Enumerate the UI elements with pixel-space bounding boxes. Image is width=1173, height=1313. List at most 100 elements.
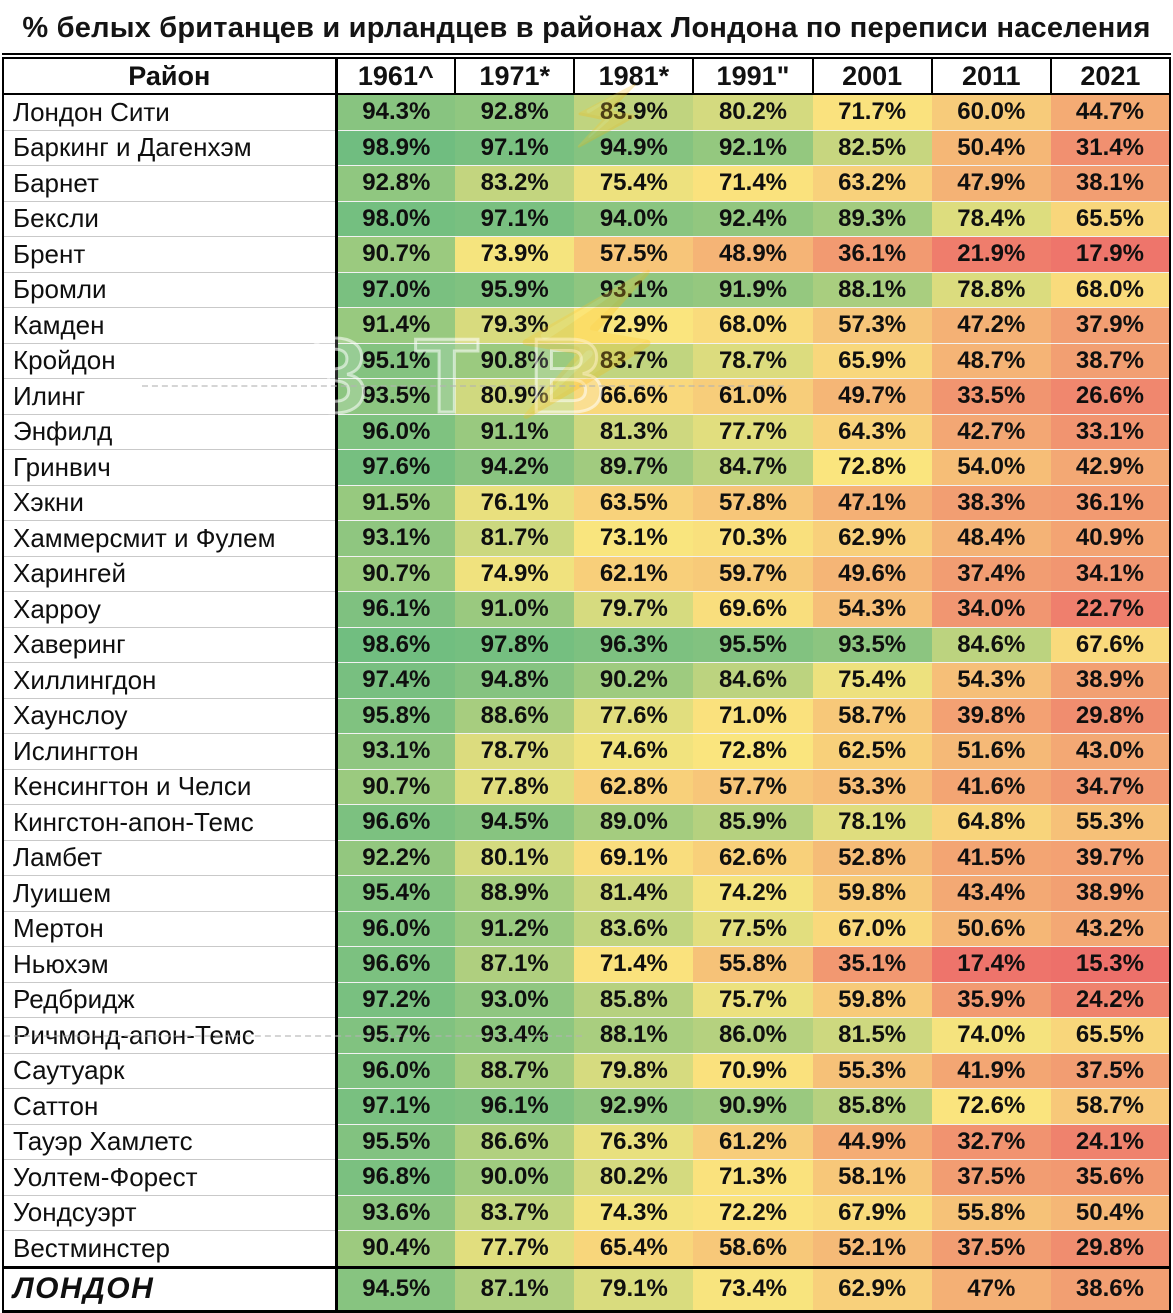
table-header: Район 1961^ 1971* 1981* 1991" 2001 2011 2021 — [2, 56, 1172, 95]
table-row: Энфилд 96.0% 91.1% 81.3% 77.7% 64.3% 42.7% 33.1… — [3, 414, 1170, 450]
table-body: Лондон Сити 94.3% 92.8% 83.9% 80.2% 71.7% 60.0… — [3, 94, 1170, 1268]
value-cell: 89.0% — [574, 804, 694, 841]
value-cell: 97.1% — [336, 1088, 456, 1125]
total-value-cell: 62.9% — [812, 1265, 932, 1311]
borough-name: Ислингтон — [3, 733, 338, 770]
table-row: Харроу 96.1% 91.0% 79.7% 69.6% 54.3% 34.0% 22.7… — [3, 591, 1170, 628]
value-cell: 35.1% — [812, 946, 932, 983]
value-cell: 44.7% — [1050, 94, 1170, 131]
value-cell: 90.4% — [336, 1230, 456, 1268]
value-cell: 96.6% — [336, 804, 456, 841]
value-cell: 95.8% — [336, 698, 456, 734]
value-cell: 42.7% — [931, 414, 1051, 450]
value-cell: 68.0% — [693, 307, 813, 344]
value-cell: 21.9% — [931, 236, 1051, 273]
value-cell: 55.3% — [812, 1053, 932, 1089]
value-cell: 96.1% — [455, 1088, 575, 1125]
borough-name: Уолтем-Форест — [3, 1159, 338, 1196]
value-cell: 48.7% — [931, 343, 1051, 379]
value-cell: 67.6% — [1050, 627, 1170, 663]
value-cell: 77.7% — [693, 414, 813, 450]
borough-name: Кенсингтон и Челси — [3, 769, 338, 805]
table-row: Ламбет 92.2% 80.1% 69.1% 62.6% 52.8% 41.5% 39.7… — [3, 840, 1170, 876]
table-row: Хиллингдон 97.4% 94.8% 90.2% 84.6% 75.4% 54.3%… — [3, 662, 1170, 699]
borough-name: Бексли — [3, 201, 338, 237]
value-cell: 43.0% — [1050, 733, 1170, 770]
value-cell: 63.2% — [812, 165, 932, 202]
value-cell: 65.5% — [1050, 1017, 1170, 1054]
year-column-header: 2021 — [1049, 56, 1172, 95]
value-cell: 94.0% — [574, 201, 694, 237]
value-cell: 53.3% — [812, 769, 932, 805]
value-cell: 80.2% — [574, 1159, 694, 1196]
value-cell: 97.4% — [336, 662, 456, 699]
value-cell: 84.6% — [931, 627, 1051, 663]
value-cell: 38.9% — [1050, 662, 1170, 699]
borough-name: Хаммерсмит и Фулем — [3, 520, 338, 557]
value-cell: 92.8% — [336, 165, 456, 202]
value-cell: 72.8% — [812, 449, 932, 486]
value-cell: 75.4% — [574, 165, 694, 202]
value-cell: 81.5% — [812, 1017, 932, 1054]
value-cell: 92.9% — [574, 1088, 694, 1125]
value-cell: 85.8% — [812, 1088, 932, 1125]
borough-name: Баркинг и Дагенхэм — [3, 130, 338, 166]
value-cell: 72.8% — [693, 733, 813, 770]
value-cell: 77.6% — [574, 698, 694, 734]
value-cell: 37.5% — [931, 1230, 1051, 1268]
value-cell: 69.1% — [574, 840, 694, 876]
value-cell: 79.3% — [455, 307, 575, 344]
value-cell: 34.1% — [1050, 556, 1170, 592]
value-cell: 34.0% — [931, 591, 1051, 628]
table-footer: ЛОНДОН 94.5% 87.1% 79.1% 73.4% 62.9% 47% 38.6% — [3, 1265, 1170, 1311]
total-value-cell: 79.1% — [574, 1265, 694, 1311]
value-cell: 71.4% — [693, 165, 813, 202]
value-cell: 95.4% — [336, 875, 456, 912]
value-cell: 58.7% — [1050, 1088, 1170, 1125]
value-cell: 90.8% — [455, 343, 575, 379]
value-cell: 74.0% — [931, 1017, 1051, 1054]
value-cell: 79.8% — [574, 1053, 694, 1089]
value-cell: 67.0% — [812, 911, 932, 947]
value-cell: 92.4% — [693, 201, 813, 237]
value-cell: 38.9% — [1050, 875, 1170, 912]
value-cell: 54.3% — [931, 662, 1051, 699]
borough-name: Вестминстер — [3, 1230, 338, 1268]
value-cell: 37.5% — [931, 1159, 1051, 1196]
value-cell: 71.3% — [693, 1159, 813, 1196]
value-cell: 34.7% — [1050, 769, 1170, 805]
value-cell: 91.5% — [336, 485, 456, 521]
value-cell: 77.8% — [455, 769, 575, 805]
value-cell: 54.3% — [812, 591, 932, 628]
value-cell: 75.7% — [693, 982, 813, 1018]
value-cell: 36.1% — [1050, 485, 1170, 521]
value-cell: 50.4% — [931, 130, 1051, 166]
value-cell: 58.1% — [812, 1159, 932, 1196]
borough-name: Ньюхэм — [3, 946, 338, 983]
value-cell: 96.0% — [336, 1053, 456, 1089]
value-cell: 17.4% — [931, 946, 1051, 983]
infographic-page: { "watermark": { "text": "ЗТВ" }, "chart… — [2, 12, 1172, 1313]
value-cell: 93.4% — [455, 1017, 575, 1054]
borough-name: Кройдон — [3, 343, 338, 379]
value-cell: 65.4% — [574, 1230, 694, 1268]
value-cell: 77.7% — [455, 1230, 575, 1268]
value-cell: 33.1% — [1050, 414, 1170, 450]
value-cell: 49.6% — [812, 556, 932, 592]
value-cell: 83.9% — [574, 94, 694, 131]
value-cell: 92.2% — [336, 840, 456, 876]
total-value-cell: 87.1% — [455, 1265, 575, 1311]
value-cell: 97.0% — [336, 272, 456, 308]
value-cell: 72.2% — [693, 1195, 813, 1231]
value-cell: 24.1% — [1050, 1124, 1170, 1160]
value-cell: 58.7% — [812, 698, 932, 734]
value-cell: 47.9% — [931, 165, 1051, 202]
table-row: Кингстон-апон-Темс 96.6% 94.5% 89.0% 85.9% 78… — [3, 804, 1170, 841]
value-cell: 65.9% — [812, 343, 932, 379]
value-cell: 78.1% — [812, 804, 932, 841]
value-cell: 96.0% — [336, 911, 456, 947]
value-cell: 66.6% — [574, 378, 694, 415]
value-cell: 81.4% — [574, 875, 694, 912]
value-cell: 88.6% — [455, 698, 575, 734]
value-cell: 40.9% — [1050, 520, 1170, 557]
